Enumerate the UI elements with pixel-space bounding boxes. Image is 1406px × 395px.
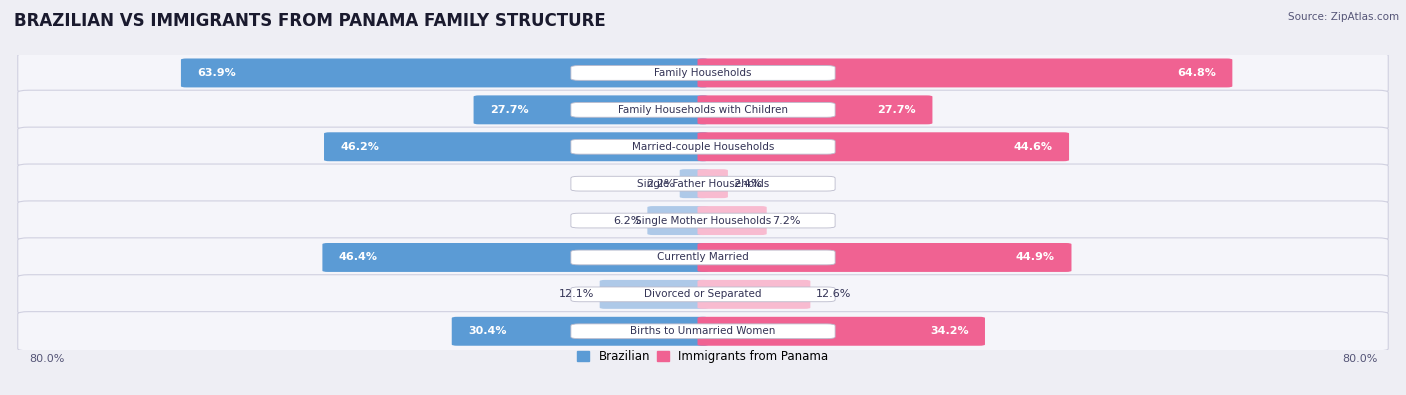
Text: 30.4%: 30.4% (468, 326, 506, 336)
Text: 2.4%: 2.4% (734, 179, 762, 189)
FancyBboxPatch shape (647, 206, 709, 235)
FancyBboxPatch shape (18, 127, 1388, 166)
FancyBboxPatch shape (679, 169, 709, 198)
FancyBboxPatch shape (18, 53, 1388, 92)
Text: 12.6%: 12.6% (815, 290, 851, 299)
FancyBboxPatch shape (474, 95, 709, 124)
Text: 44.6%: 44.6% (1014, 142, 1053, 152)
Text: 34.2%: 34.2% (929, 326, 969, 336)
Text: 2.2%: 2.2% (645, 179, 675, 189)
FancyBboxPatch shape (697, 206, 766, 235)
FancyBboxPatch shape (571, 213, 835, 228)
Text: 64.8%: 64.8% (1177, 68, 1216, 78)
FancyBboxPatch shape (697, 58, 1232, 87)
FancyBboxPatch shape (697, 95, 932, 124)
FancyBboxPatch shape (571, 324, 835, 339)
Text: 27.7%: 27.7% (491, 105, 529, 115)
Text: Births to Unmarried Women: Births to Unmarried Women (630, 326, 776, 336)
Text: 7.2%: 7.2% (772, 216, 800, 226)
Text: Family Households with Children: Family Households with Children (619, 105, 787, 115)
Text: Married-couple Households: Married-couple Households (631, 142, 775, 152)
FancyBboxPatch shape (18, 312, 1388, 351)
FancyBboxPatch shape (18, 164, 1388, 203)
Text: 12.1%: 12.1% (558, 290, 595, 299)
FancyBboxPatch shape (571, 66, 835, 80)
FancyBboxPatch shape (571, 102, 835, 117)
FancyBboxPatch shape (18, 201, 1388, 240)
Legend: Brazilian, Immigrants from Panama: Brazilian, Immigrants from Panama (572, 345, 834, 367)
Text: 63.9%: 63.9% (197, 68, 236, 78)
Text: BRAZILIAN VS IMMIGRANTS FROM PANAMA FAMILY STRUCTURE: BRAZILIAN VS IMMIGRANTS FROM PANAMA FAMI… (14, 12, 606, 30)
FancyBboxPatch shape (571, 250, 835, 265)
FancyBboxPatch shape (697, 169, 728, 198)
FancyBboxPatch shape (697, 280, 810, 309)
Text: Single Mother Households: Single Mother Households (636, 216, 770, 226)
FancyBboxPatch shape (181, 58, 709, 87)
FancyBboxPatch shape (322, 243, 709, 272)
Text: 44.9%: 44.9% (1017, 252, 1054, 262)
FancyBboxPatch shape (697, 132, 1069, 161)
FancyBboxPatch shape (18, 275, 1388, 314)
FancyBboxPatch shape (571, 176, 835, 191)
Text: 27.7%: 27.7% (877, 105, 915, 115)
FancyBboxPatch shape (697, 317, 986, 346)
Text: Divorced or Separated: Divorced or Separated (644, 290, 762, 299)
Text: 80.0%: 80.0% (28, 354, 65, 364)
Text: 46.2%: 46.2% (340, 142, 380, 152)
Text: Single Father Households: Single Father Households (637, 179, 769, 189)
FancyBboxPatch shape (18, 90, 1388, 130)
FancyBboxPatch shape (600, 280, 709, 309)
Text: Source: ZipAtlas.com: Source: ZipAtlas.com (1288, 12, 1399, 22)
FancyBboxPatch shape (323, 132, 709, 161)
Text: 46.4%: 46.4% (339, 252, 378, 262)
Text: 6.2%: 6.2% (613, 216, 643, 226)
Text: Currently Married: Currently Married (657, 252, 749, 262)
Text: 80.0%: 80.0% (1341, 354, 1378, 364)
FancyBboxPatch shape (18, 238, 1388, 277)
FancyBboxPatch shape (571, 139, 835, 154)
Text: Family Households: Family Households (654, 68, 752, 78)
FancyBboxPatch shape (451, 317, 709, 346)
FancyBboxPatch shape (697, 243, 1071, 272)
FancyBboxPatch shape (571, 287, 835, 302)
